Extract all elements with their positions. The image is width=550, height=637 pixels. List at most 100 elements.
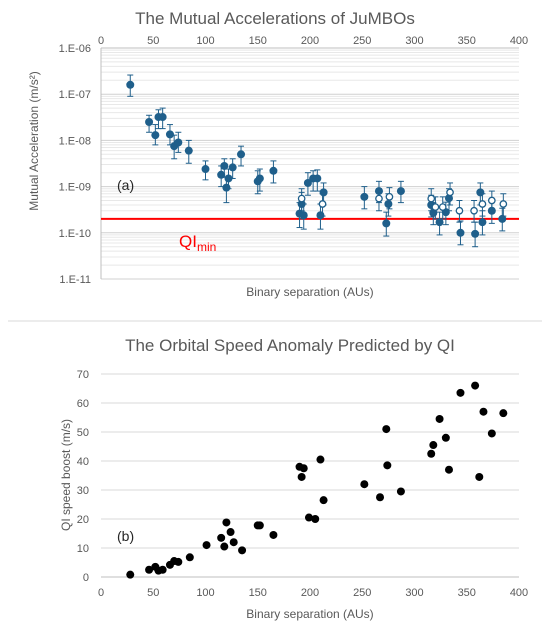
data-point (382, 425, 391, 434)
y-tick-label: 1.E-06 (59, 43, 91, 55)
data-point (360, 192, 369, 201)
data-point (224, 174, 233, 183)
chart-b-panel-label: (b) (117, 528, 134, 544)
data-point (360, 480, 369, 489)
y-tick-label: 0 (83, 572, 89, 584)
data-point (475, 472, 484, 481)
x-tick-label: 250 (353, 35, 371, 47)
data-point (316, 211, 325, 220)
x-tick-label: 50 (147, 35, 159, 47)
x-tick-label: 300 (405, 35, 423, 47)
data-point (299, 211, 308, 220)
data-point (383, 461, 392, 470)
chart-b-grid (101, 373, 519, 549)
data-point (471, 381, 480, 390)
data-point (376, 493, 385, 502)
data-point (222, 183, 231, 192)
data-point (217, 533, 226, 542)
y-tick-label: 10 (77, 543, 89, 555)
data-point (158, 565, 167, 574)
y-tick-label: 70 (77, 369, 89, 381)
y-tick-label: 1.E-09 (59, 182, 91, 194)
data-point (299, 464, 308, 473)
threshold-label-sub: min (197, 240, 216, 254)
data-point (427, 449, 436, 458)
data-point (255, 521, 264, 530)
data-point (303, 178, 312, 187)
data-point (429, 441, 438, 450)
x-tick-label: 400 (510, 587, 528, 599)
threshold-label-main: QI (179, 232, 197, 251)
data-point-open (487, 196, 496, 205)
data-point (237, 150, 246, 159)
data-point-open (446, 188, 454, 197)
data-point (297, 200, 306, 209)
data-point (297, 472, 306, 481)
x-tick-label: 200 (301, 35, 319, 47)
x-tick-label: 0 (98, 587, 104, 599)
chart-a-axes: 0 50 100 150 200 250 300 350 400 1.E-06 1.E-07 1.E-… (59, 35, 529, 286)
x-tick-label: 50 (147, 587, 159, 599)
data-point (165, 130, 174, 139)
x-tick-label: 100 (196, 587, 214, 599)
data-point (396, 187, 405, 196)
data-point (269, 166, 278, 175)
chart-a-panel-label: (a) (117, 177, 134, 193)
data-point (184, 146, 193, 155)
chart-a-grid (101, 47, 519, 280)
data-point (444, 465, 453, 474)
data-point (435, 414, 444, 423)
x-tick-label: 200 (301, 587, 319, 599)
data-point (185, 553, 194, 562)
chart-b: The Orbital Speed Anomaly Predicted by Q… (59, 336, 528, 621)
data-point-open (297, 194, 306, 203)
y-tick-label: 50 (77, 427, 89, 439)
data-point (487, 429, 496, 438)
data-point (471, 229, 480, 238)
chart-a-title: The Mutual Accelerations of JuMBOs (135, 9, 415, 28)
data-point (319, 496, 328, 505)
data-point (269, 530, 278, 539)
data-point-open (478, 200, 487, 208)
x-tick-label: 100 (196, 35, 214, 47)
data-point (374, 187, 383, 196)
data-point (441, 433, 450, 442)
data-point-open (385, 192, 394, 201)
x-tick-label: 350 (458, 35, 476, 47)
chart-a-xlabel: Binary separation (AUs) (246, 285, 373, 299)
chart-b-marks (126, 381, 508, 579)
data-point (487, 206, 496, 215)
data-point (311, 515, 320, 523)
x-tick-label: 0 (98, 35, 104, 47)
data-point (316, 455, 325, 464)
x-tick-label: 250 (353, 587, 371, 599)
data-point-open (318, 200, 327, 208)
x-tick-label: 300 (405, 587, 423, 599)
data-point (456, 388, 465, 397)
data-point (174, 138, 183, 147)
data-point (145, 565, 154, 574)
chart-b-ylabel: QI speed boost (m/s) (59, 419, 73, 531)
data-point (456, 228, 465, 237)
chart-a-marks (126, 74, 508, 248)
data-point (220, 161, 229, 170)
data-point-open (438, 203, 447, 211)
data-point (158, 113, 167, 122)
chart-a: The Mutual Accelerations of JuMBOs 0 50 10… (27, 9, 528, 299)
data-point (217, 170, 226, 179)
data-point (151, 131, 160, 140)
data-point (228, 163, 237, 172)
data-point-open (431, 203, 440, 211)
data-point (238, 546, 247, 555)
data-point (499, 409, 508, 418)
data-point (304, 513, 313, 522)
data-point (313, 174, 322, 183)
data-point (229, 538, 238, 547)
chart-b-xlabel: Binary separation (AUs) (246, 607, 373, 621)
data-point (222, 518, 231, 527)
data-point (498, 214, 507, 223)
x-tick-label: 150 (249, 35, 267, 47)
data-point (126, 570, 135, 579)
data-point (226, 528, 235, 537)
